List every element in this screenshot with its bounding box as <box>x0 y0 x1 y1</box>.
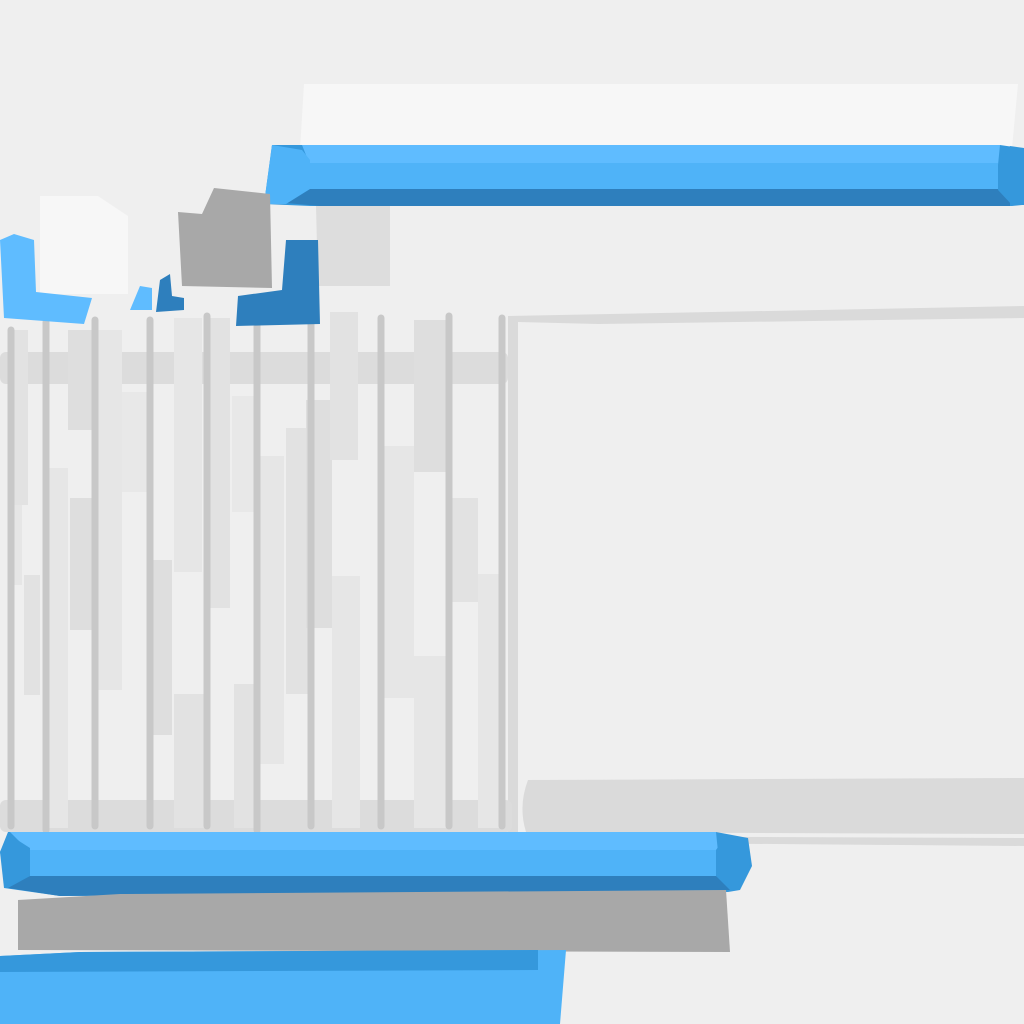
light-cube <box>40 196 128 294</box>
small-blue-shard-a <box>130 286 152 310</box>
faded-block <box>316 206 390 286</box>
small-blue-shard-b <box>156 274 184 312</box>
window-frame <box>508 306 1024 846</box>
gray-cube <box>178 188 272 288</box>
upper-blue-platform <box>264 145 1024 206</box>
blue-l-piece-right <box>236 240 320 326</box>
blue-l-piece-left <box>0 234 92 324</box>
upper-light-slab <box>300 84 1018 150</box>
fence-cage <box>0 312 512 834</box>
window-sill <box>522 778 1024 834</box>
bottom-blue-block <box>0 950 566 1024</box>
lower-blue-platform <box>0 832 752 896</box>
gray-stone-slab <box>18 890 730 952</box>
